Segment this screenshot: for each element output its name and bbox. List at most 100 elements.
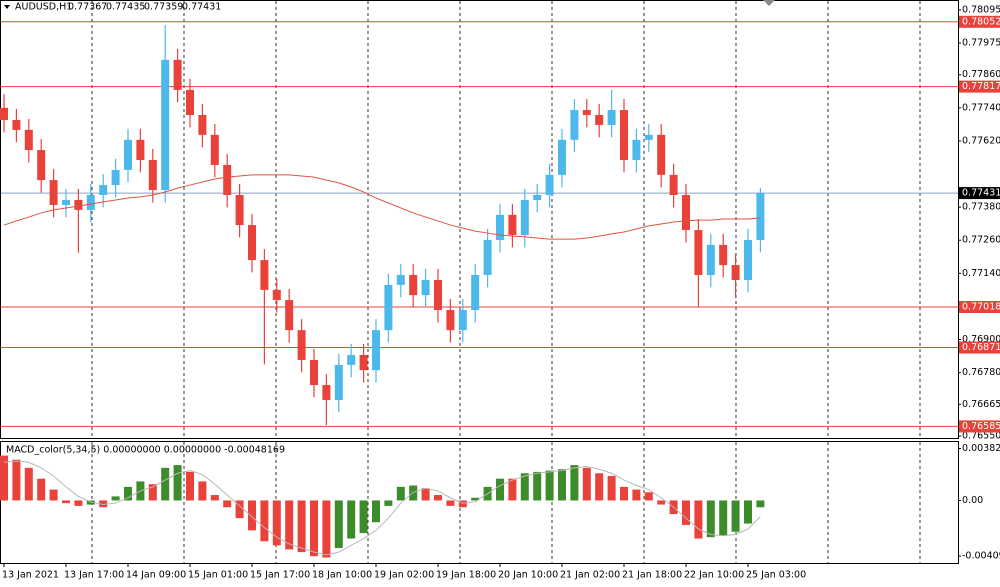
macd-bar: [310, 500, 318, 557]
candle-body: [508, 214, 517, 235]
candle-body: [458, 310, 467, 331]
macd-bar: [620, 486, 628, 501]
signal-line: [3, 460, 761, 556]
candle-body: [657, 134, 666, 175]
candle-body: [248, 225, 256, 261]
candle-body: [297, 330, 306, 360]
x-tick-label: 13 Jan 2021: [2, 570, 59, 581]
x-tick-label: 18 Jan 10:00: [312, 570, 372, 581]
candle-body: [260, 260, 269, 290]
macd-bar: [62, 500, 70, 504]
y-tick-label: 0.76550: [962, 431, 1000, 442]
candle-body: [210, 134, 219, 165]
macd-bar: [210, 495, 219, 501]
macd-bar: [372, 500, 380, 523]
candle-body: [409, 274, 418, 296]
menu-arrow[interactable]: [4, 5, 10, 9]
macd-bar: [235, 500, 244, 519]
macd-bar: [644, 492, 653, 501]
candle-body: [446, 310, 455, 331]
x-tick-label: 15 Jan 17:00: [250, 570, 310, 581]
candle-body: [359, 354, 368, 371]
level-label: 0.77018: [962, 301, 1000, 312]
candle-body: [558, 139, 566, 175]
candle-body: [223, 164, 232, 196]
macd-bar: [322, 500, 331, 558]
candle-body: [607, 110, 616, 125]
candle-body: [396, 274, 405, 285]
candle-body: [372, 330, 380, 371]
x-tick-label: 20 Jan 10:00: [498, 570, 558, 581]
x-tick-label: 25 Jan 03:00: [746, 570, 806, 581]
x-tick-label: 19 Jan 18:00: [436, 570, 496, 581]
scroll-marker[interactable]: [763, 0, 775, 6]
macd-bar: [756, 500, 765, 508]
candle-body: [483, 239, 492, 275]
macd-bar: [434, 495, 442, 501]
candle-body: [99, 185, 108, 196]
y-tick-label: 0.77740: [962, 102, 1000, 113]
macd-bar: [260, 500, 269, 542]
level-label: 0.76585: [962, 421, 1000, 432]
macd-bar: [657, 500, 666, 505]
macd-bar: [297, 500, 306, 553]
macd-bar: [471, 497, 480, 501]
candle-body: [744, 239, 752, 280]
x-tick-label: 22 Jan 10:00: [684, 570, 744, 581]
level-label-box: [959, 341, 1000, 354]
level-label-box: [959, 80, 1000, 93]
y-tick-label: 0.78095: [962, 4, 1000, 15]
macd-bar: [545, 470, 554, 501]
candle-body: [694, 230, 703, 275]
candle-body: [533, 195, 542, 200]
level-label: 0.76871: [962, 342, 1000, 353]
macd-bar: [731, 500, 740, 532]
macd-bar: [632, 489, 641, 501]
candle-body: [669, 174, 678, 196]
candle-body: [644, 134, 653, 140]
candle-body: [570, 110, 579, 140]
candle-body: [111, 169, 120, 186]
candle-body: [434, 279, 442, 311]
y-tick-label: 0.003821: [962, 443, 1000, 454]
macd-bar: [719, 500, 728, 536]
price-panel: [0, 0, 959, 439]
candle-body: [620, 110, 628, 160]
macd-bar: [694, 500, 703, 539]
candle-body: [12, 119, 21, 130]
macd-bar: [446, 500, 455, 506]
indicator-title: MACD_color(5,34,5) 0.00000000 0.00000000…: [6, 445, 285, 456]
candle-body: [334, 364, 343, 400]
macd-bar: [520, 473, 529, 501]
level-label: 0.77817: [962, 81, 1000, 92]
y-tick-label: -0.004094: [962, 551, 1000, 562]
candle-body: [682, 195, 690, 231]
candle-body: [632, 139, 641, 160]
macd-bar: [347, 500, 356, 539]
candle-body: [421, 279, 430, 296]
macd-bar: [86, 500, 95, 505]
candle-body: [545, 174, 554, 196]
macd-bar: [173, 465, 182, 501]
x-tick-label: 21 Jan 02:00: [560, 570, 620, 581]
macd-bar: [458, 500, 467, 508]
header-value: 0.77435: [106, 2, 145, 13]
candle-body: [235, 195, 244, 226]
y-tick-label: 0.76665: [962, 399, 1000, 410]
candle-body: [496, 214, 504, 240]
candle-body: [74, 199, 83, 210]
macd-bar: [706, 500, 715, 538]
x-tick-label: 13 Jan 17:00: [64, 570, 124, 581]
macd-bar: [744, 500, 752, 524]
candle-body: [86, 195, 95, 210]
candle-body: [285, 300, 294, 331]
macd-bar: [49, 489, 58, 501]
y-tick-label: 0.00: [962, 495, 983, 506]
y-tick-label: 0.77380: [962, 202, 1000, 213]
macd-bar: [37, 478, 46, 501]
macd-bar: [223, 500, 232, 508]
level-label-box: [959, 15, 1000, 28]
macd-bar: [607, 475, 616, 501]
y-tick-label: 0.76900: [962, 334, 1000, 345]
level-label: 0.78052: [962, 16, 1000, 27]
